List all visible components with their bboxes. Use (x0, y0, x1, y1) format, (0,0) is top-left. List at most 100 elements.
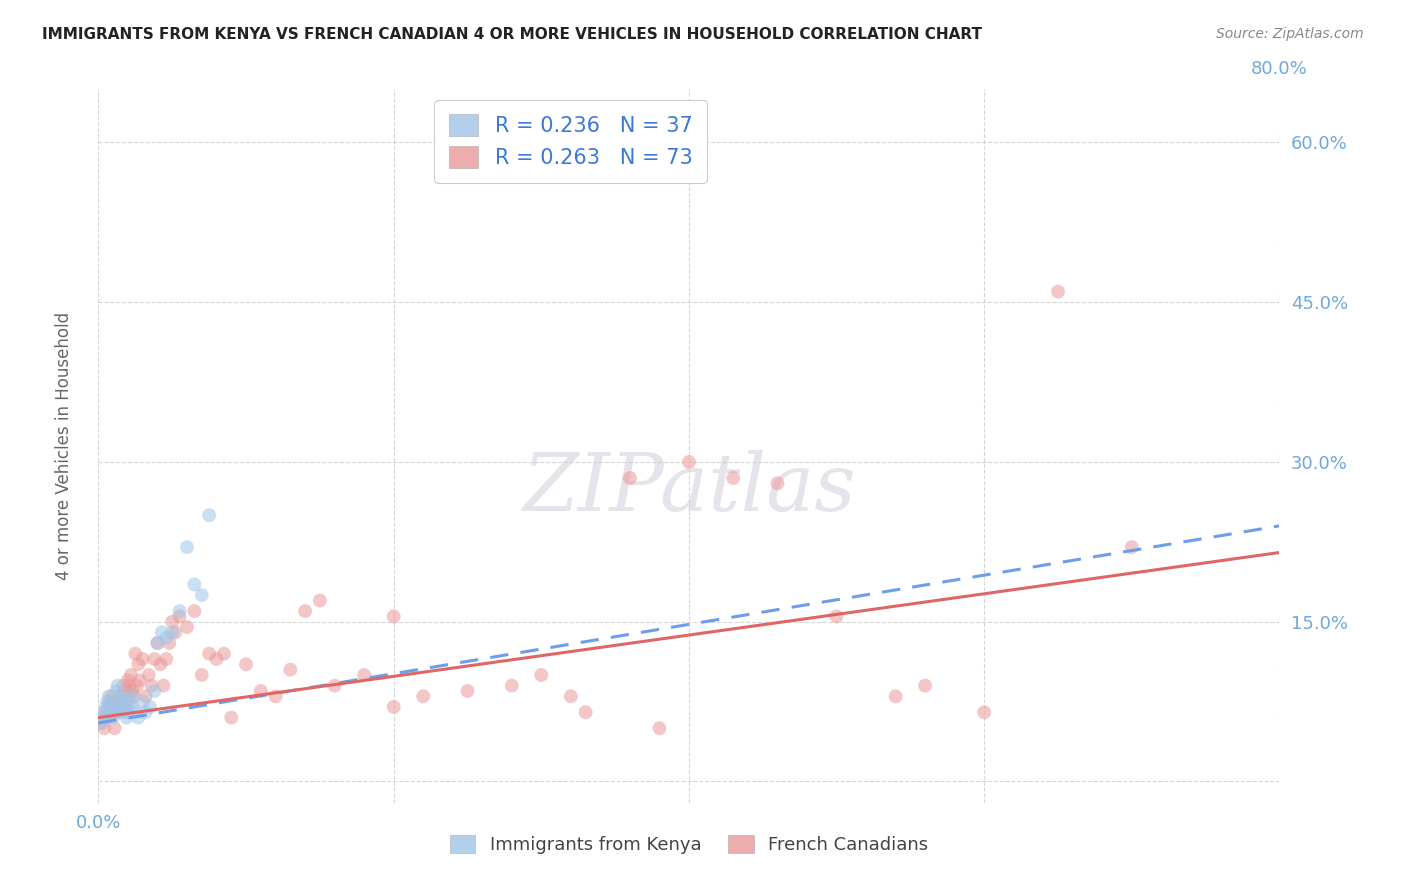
Point (112, 706, 135, 720)
Point (139, 700, 162, 714)
Point (94, 700, 117, 714)
Point (1046, 285, 1069, 299)
Point (198, 508, 221, 523)
Point (110, 690, 132, 704)
Point (146, 636, 169, 650)
Point (111, 700, 134, 714)
Point (115, 695, 138, 709)
Point (619, 471, 641, 485)
Point (107, 706, 129, 720)
Point (121, 700, 143, 714)
Point (176, 620, 198, 634)
Point (114, 700, 136, 714)
Point (115, 710, 138, 724)
Point (456, 684, 478, 698)
Point (235, 657, 257, 672)
Point (150, 625, 173, 640)
Point (501, 679, 523, 693)
Point (152, 679, 174, 693)
Point (323, 679, 346, 693)
Point (143, 684, 166, 698)
Point (97, 700, 120, 714)
Point (530, 668, 553, 682)
Point (112, 679, 135, 693)
Point (146, 636, 169, 650)
Point (169, 609, 191, 624)
Point (93, 721, 115, 735)
Point (118, 679, 141, 693)
Point (183, 604, 205, 618)
Point (825, 609, 848, 624)
Point (264, 690, 287, 704)
Point (678, 455, 700, 469)
Text: Source: ZipAtlas.com: Source: ZipAtlas.com (1216, 27, 1364, 41)
Point (176, 540, 198, 554)
Point (100, 690, 122, 704)
Point (574, 706, 596, 720)
Point (143, 652, 166, 666)
Point (294, 604, 316, 618)
Point (118, 695, 141, 709)
Point (132, 695, 155, 709)
Point (973, 706, 995, 720)
Point (104, 721, 127, 735)
Point (117, 706, 139, 720)
Point (309, 593, 332, 607)
Legend: Immigrants from Kenya, French Canadians: Immigrants from Kenya, French Canadians (439, 824, 939, 865)
Point (105, 700, 128, 714)
Point (205, 652, 228, 666)
Point (121, 684, 143, 698)
Point (108, 695, 131, 709)
Point (132, 652, 155, 666)
Point (155, 652, 177, 666)
Point (141, 679, 163, 693)
Point (278, 663, 302, 677)
Point (723, 471, 745, 485)
Point (412, 690, 434, 704)
Point (111, 695, 134, 709)
Point (120, 690, 142, 704)
Point (183, 577, 205, 591)
Point (125, 679, 148, 693)
Point (382, 609, 405, 624)
Point (191, 668, 214, 682)
Point (90, 715, 112, 730)
Point (103, 706, 125, 720)
Point (124, 647, 146, 661)
Point (162, 625, 183, 640)
Point (162, 615, 183, 629)
Point (124, 706, 146, 720)
Point (766, 476, 789, 491)
Point (91, 710, 114, 724)
Point (114, 684, 136, 698)
Point (110, 690, 132, 704)
Point (127, 710, 149, 724)
Point (884, 690, 907, 704)
Point (382, 700, 405, 714)
Point (250, 684, 273, 698)
Point (155, 631, 177, 645)
Point (96, 710, 118, 724)
Point (560, 690, 582, 704)
Point (219, 710, 242, 724)
Point (128, 673, 150, 688)
Point (353, 668, 375, 682)
Point (107, 679, 129, 693)
Point (105, 684, 128, 698)
Point (191, 588, 214, 602)
Point (127, 657, 149, 672)
Point (212, 647, 235, 661)
Point (97, 690, 120, 704)
Point (198, 647, 221, 661)
Point (100, 706, 122, 720)
Point (135, 706, 157, 720)
Point (98, 700, 121, 714)
Point (165, 625, 187, 640)
Point (135, 690, 157, 704)
Point (138, 668, 160, 682)
Text: ZIPatlas: ZIPatlas (522, 450, 856, 527)
Point (108, 700, 131, 714)
Point (120, 668, 142, 682)
Point (122, 690, 145, 704)
Text: IMMIGRANTS FROM KENYA VS FRENCH CANADIAN 4 OR MORE VEHICLES IN HOUSEHOLD CORRELA: IMMIGRANTS FROM KENYA VS FRENCH CANADIAN… (42, 27, 983, 42)
